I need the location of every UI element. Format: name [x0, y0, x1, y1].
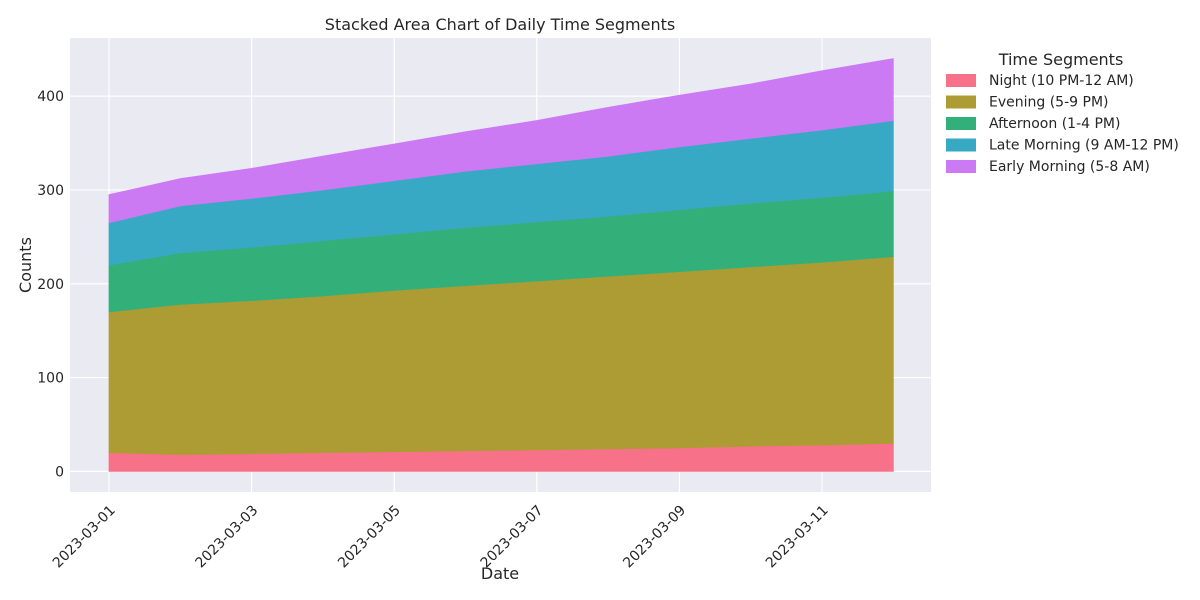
x-tick-label: 2023-03-11 [763, 502, 832, 571]
legend-swatch [946, 160, 976, 173]
y-tick-label: 200 [37, 277, 64, 293]
legend-swatch [946, 117, 976, 130]
legend-label: Afternoon (1-4 PM) [989, 116, 1120, 132]
y-tick-label: 100 [37, 371, 64, 387]
x-tick-label: 2023-03-09 [620, 502, 689, 571]
plot-area: 0 100 200 300 400 2023-03-01 2023-03-03 2023-03… [37, 38, 931, 571]
legend-swatch [946, 95, 976, 109]
legend-swatch [946, 74, 976, 87]
x-tick-label: 2023-03-07 [478, 502, 547, 571]
x-axis-label: Date [481, 564, 519, 583]
x-tick-label: 2023-03-05 [335, 502, 404, 571]
legend-label: Night (10 PM-12 AM) [989, 73, 1134, 89]
y-tick-label: 300 [37, 183, 64, 199]
legend-swatch [946, 138, 976, 152]
legend: Time Segments Night (10 PM-12 AM) Evening… [946, 50, 1179, 175]
x-tick-label: 2023-03-03 [193, 502, 262, 571]
legend-title: Time Segments [998, 50, 1124, 69]
x-tick-label: 2023-03-01 [50, 502, 119, 571]
y-tick-label: 0 [55, 464, 64, 480]
legend-label: Early Morning (5-8 AM) [989, 159, 1150, 175]
legend-label: Late Morning (9 AM-12 PM) [989, 138, 1179, 154]
legend-label: Evening (5-9 PM) [989, 95, 1108, 111]
chart-title: Stacked Area Chart of Daily Time Segment… [325, 15, 675, 34]
legend-items: Night (10 PM-12 AM) Evening (5-9 PM) After… [946, 73, 1179, 175]
y-axis-label: Counts [16, 237, 35, 293]
area-early-morning-5-8-am [108, 58, 894, 224]
y-tick-label: 400 [37, 89, 64, 105]
